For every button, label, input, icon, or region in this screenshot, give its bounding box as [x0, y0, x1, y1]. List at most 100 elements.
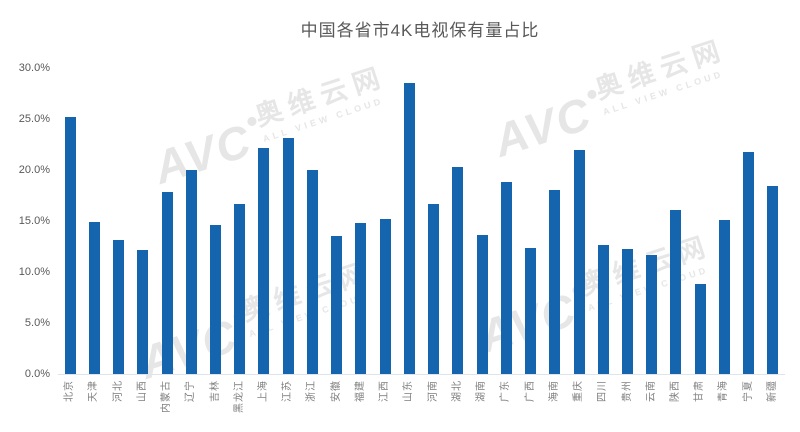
x-tick-cell: 江苏 — [276, 375, 300, 430]
x-tick-cell: 云南 — [640, 375, 664, 430]
x-tick-label: 辽宁 — [185, 380, 197, 402]
x-tick-label: 广西 — [524, 380, 536, 402]
x-tick-cell: 广东 — [494, 375, 518, 430]
bar-cell — [131, 68, 155, 374]
bar-cell — [640, 68, 664, 374]
x-tick-label: 北京 — [64, 380, 76, 402]
bar-贵州 — [622, 248, 633, 374]
bar-吉林 — [210, 225, 222, 374]
x-tick-label: 山东 — [403, 380, 415, 402]
bar-辽宁 — [185, 170, 197, 374]
bar-广西 — [525, 247, 537, 374]
bar-cell — [397, 68, 421, 374]
bar-cell — [155, 68, 179, 374]
bar-cell — [494, 68, 518, 374]
x-tick-cell: 重庆 — [567, 375, 591, 430]
x-tick-label: 河北 — [112, 380, 124, 402]
bar-云南 — [646, 254, 658, 374]
y-tick-label: 15.0% — [18, 215, 50, 227]
bar-北京 — [64, 117, 76, 374]
x-tick-cell: 黑龙江 — [228, 375, 252, 430]
x-tick-cell: 湖南 — [470, 375, 494, 430]
y-tick-label: 5.0% — [24, 317, 50, 329]
x-tick-label: 湖北 — [451, 380, 463, 402]
bar-cell — [470, 68, 494, 374]
y-tick-label: 30.0% — [18, 62, 50, 74]
bar-福建 — [355, 223, 367, 374]
x-tick-cell: 安徽 — [325, 375, 349, 430]
x-tick-cell: 辽宁 — [179, 375, 203, 430]
x-tick-label: 海南 — [548, 380, 560, 402]
x-tick-cell: 四川 — [591, 375, 615, 430]
x-tick-label: 江苏 — [282, 380, 294, 402]
bar-cell — [373, 68, 397, 374]
bar-cell — [252, 68, 276, 374]
bar-山东 — [403, 83, 415, 374]
x-tick-cell: 海南 — [543, 375, 567, 430]
bar-cell — [543, 68, 567, 374]
plot-area — [58, 68, 785, 375]
bar-安徽 — [331, 236, 343, 374]
x-tick-label: 黑龙江 — [233, 380, 245, 413]
x-tick-label: 山西 — [136, 380, 148, 402]
x-tick-label: 吉林 — [209, 380, 221, 402]
bar-cell — [688, 68, 712, 374]
bar-cell — [446, 68, 470, 374]
x-tick-label: 浙江 — [306, 380, 318, 402]
bar-海南 — [549, 190, 561, 374]
bar-陕西 — [670, 209, 682, 374]
x-tick-cell: 湖北 — [446, 375, 470, 430]
x-tick-label: 新疆 — [766, 380, 778, 402]
x-tick-label: 天津 — [88, 380, 100, 402]
bar-青海 — [718, 220, 730, 374]
bar-浙江 — [306, 170, 318, 374]
x-tick-label: 江西 — [379, 380, 391, 402]
x-tick-label: 安徽 — [330, 380, 342, 402]
bar-cell — [106, 68, 130, 374]
y-tick-label: 25.0% — [18, 113, 50, 125]
chart-title: 中国各省市4K电视保有量占比 — [300, 21, 540, 40]
bar-cell — [712, 68, 736, 374]
bar-广东 — [500, 182, 512, 374]
x-tick-cell: 山东 — [397, 375, 421, 430]
x-tick-label: 重庆 — [573, 380, 585, 402]
bar-湖南 — [476, 235, 488, 374]
y-tick-label: 10.0% — [18, 266, 50, 278]
bar-cell — [615, 68, 639, 374]
bar-cell — [737, 68, 761, 374]
x-tick-cell: 内蒙古 — [155, 375, 179, 430]
x-tick-label: 宁夏 — [742, 380, 754, 402]
x-tick-cell: 陕西 — [664, 375, 688, 430]
bar-cell — [761, 68, 785, 374]
x-tick-cell: 甘肃 — [688, 375, 712, 430]
x-tick-cell: 广西 — [518, 375, 542, 430]
bar-cell — [82, 68, 106, 374]
bar-cell — [591, 68, 615, 374]
bar-河北 — [113, 240, 125, 374]
bar-河南 — [428, 203, 440, 374]
bar-山西 — [137, 249, 149, 374]
bar-湖北 — [452, 166, 464, 374]
x-tick-cell: 贵州 — [615, 375, 639, 430]
bar-天津 — [88, 222, 100, 374]
bar-cell — [349, 68, 373, 374]
bar-内蒙古 — [161, 192, 173, 374]
bar-cell — [58, 68, 82, 374]
x-tick-cell: 河南 — [422, 375, 446, 430]
x-tick-label: 上海 — [257, 380, 269, 402]
x-tick-cell: 江西 — [373, 375, 397, 430]
bar-cell — [664, 68, 688, 374]
bar-cell — [518, 68, 542, 374]
bar-新疆 — [767, 186, 779, 374]
bar-cell — [567, 68, 591, 374]
bar-甘肃 — [694, 284, 706, 374]
bar-cell — [203, 68, 227, 374]
x-tick-label: 内蒙古 — [161, 380, 173, 413]
x-tick-cell: 河北 — [106, 375, 130, 430]
bar-重庆 — [573, 149, 585, 374]
bar-江西 — [379, 219, 391, 374]
x-tick-label: 贵州 — [621, 380, 633, 402]
x-tick-label: 陕西 — [669, 380, 681, 402]
x-tick-label: 青海 — [718, 380, 730, 402]
x-tick-cell: 吉林 — [203, 375, 227, 430]
